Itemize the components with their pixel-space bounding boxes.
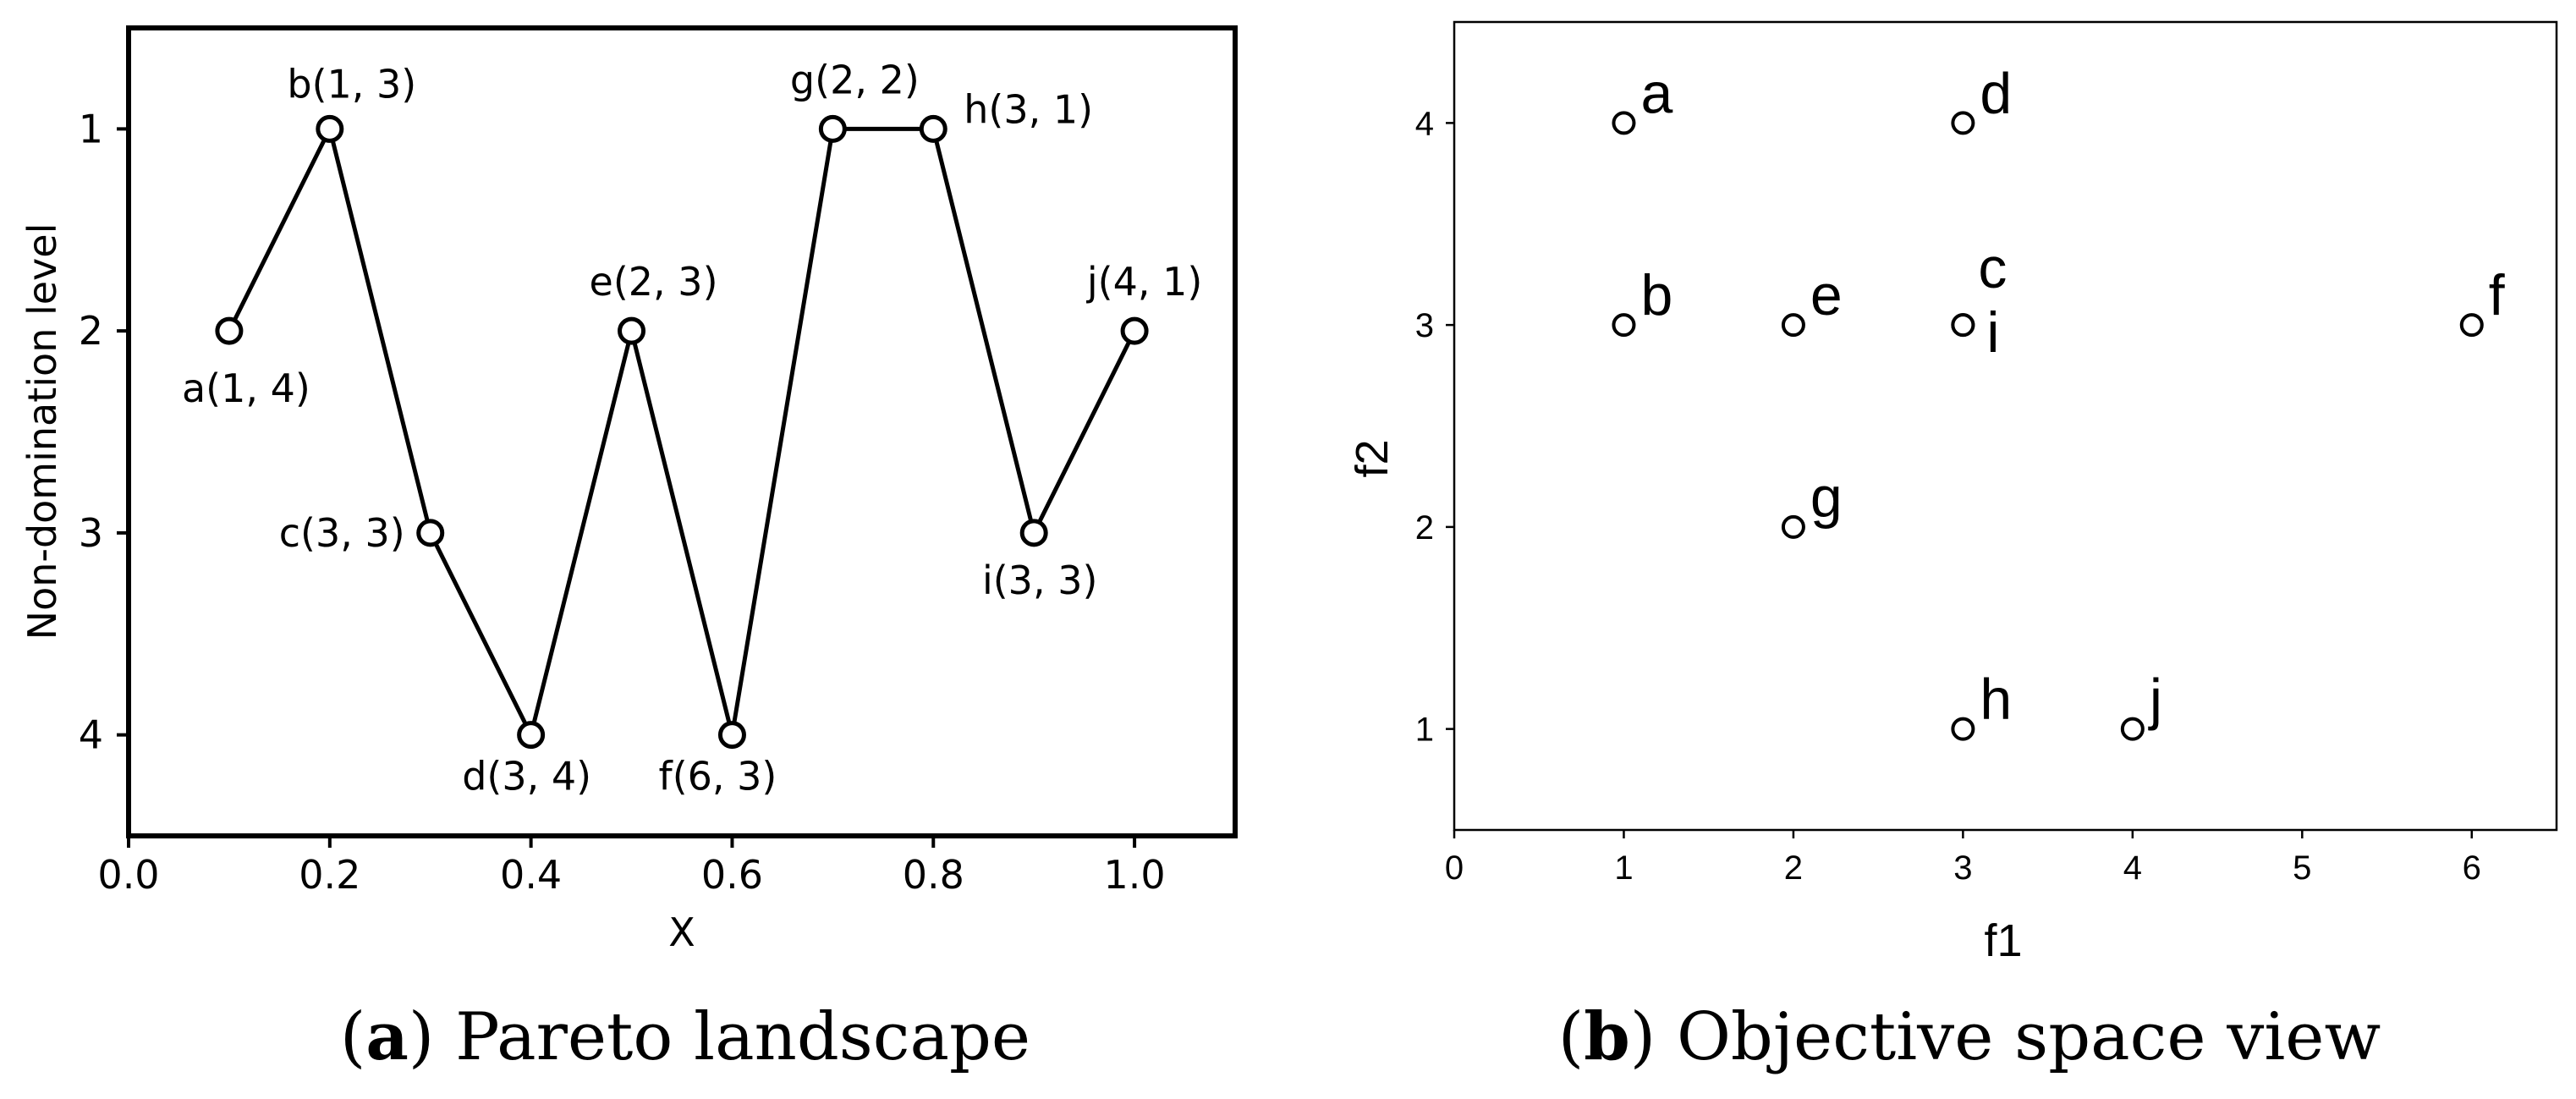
- panel-a-point-label: h(3, 1): [964, 86, 1093, 132]
- panel-b-point-label: j: [2148, 668, 2162, 732]
- panel-b-y-ticks: 1 2 3 4: [1415, 105, 1454, 749]
- panel-b-caption-text: Objective space view: [1677, 999, 2381, 1075]
- panel-a-point-marker: [1019, 519, 1048, 547]
- panel-a-point-label: d(3, 4): [462, 754, 591, 800]
- panel-b-point-marker: [1781, 313, 1805, 338]
- panel-b-point-label: f: [2489, 263, 2505, 327]
- panel-b-y-tick-label: 3: [1415, 307, 1434, 344]
- panel-b-point-marker: [2459, 313, 2484, 338]
- panel-a-point-marker: [1120, 316, 1149, 345]
- panel-b-x-tick-label: 6: [2463, 849, 2481, 887]
- panel-a-point-marker: [416, 519, 445, 547]
- panel-b-x-tick-label: 1: [1614, 849, 1633, 887]
- panel-b-x-tick-label: 4: [2123, 849, 2142, 887]
- panel-b-point-marker: [2120, 717, 2145, 741]
- panel-b-x-tick-label: 3: [1953, 849, 1972, 887]
- panel-a-point-label: f(6, 3): [659, 754, 777, 800]
- panel-a-point-label: b(1, 3): [287, 61, 416, 107]
- panel-b-point-labels: a b c d e f g h i j: [1640, 61, 2504, 731]
- panel-a-point-marker: [818, 114, 847, 143]
- panel-a-plot-frame: [126, 25, 1238, 838]
- panel-a-pareto-landscape: 0.0 0.2 0.4 0.6 0.8 1.0 1 2 3 4 a(1, 4) b(1, 3) c(…: [19, 25, 1238, 1075]
- panel-b-point-label: b: [1640, 263, 1672, 327]
- panel-a-x-tick-label: 0.8: [903, 852, 964, 898]
- panel-b-y-tick-label: 4: [1415, 105, 1434, 142]
- panel-b-point-marker: [1612, 313, 1636, 338]
- panel-b-point-marker: [1781, 514, 1805, 539]
- panel-a-point-marker: [215, 316, 244, 345]
- panel-b-point-marker: [1951, 313, 1975, 338]
- panel-a-point-label: i(3, 3): [982, 558, 1097, 603]
- panel-a-y-ticks: 1 2 3 4: [79, 106, 129, 758]
- panel-a-point-marker: [717, 721, 746, 750]
- panel-b-caption-letter: b: [1584, 998, 1630, 1075]
- panel-a-x-tick-label: 0.2: [299, 852, 360, 898]
- panel-b-x-tick-label: 2: [1784, 849, 1803, 887]
- panel-b-point-marker: [1951, 717, 1975, 741]
- panel-a-point-marker: [618, 316, 646, 345]
- panel-b-point-label: g: [1810, 465, 1843, 530]
- panel-a-point-label: c(3, 3): [279, 510, 405, 556]
- panel-a-series-line: [227, 126, 1137, 738]
- panel-b-points: [1612, 111, 2484, 741]
- panel-b-plot-frame: [1453, 20, 2558, 832]
- panel-a-point-marker: [919, 114, 947, 143]
- panel-a-x-tick-label: 0.4: [500, 852, 562, 898]
- panel-a-x-tick-label: 0.0: [97, 852, 159, 898]
- panel-a-caption-text: Pareto landscape: [455, 999, 1030, 1075]
- panel-b-point-label: c: [1978, 236, 2007, 300]
- panel-a-point-marker: [316, 114, 344, 143]
- panel-a-x-axis-label: X: [668, 909, 695, 955]
- panel-a-caption: (a) Pareto landscape: [340, 998, 1030, 1075]
- panel-b-y-axis-label: f2: [1347, 439, 1398, 477]
- panel-b-x-ticks: 0 1 2 3 4 5 6: [1445, 830, 2481, 887]
- panel-b-point-label: d: [1980, 61, 2012, 125]
- panel-a-x-tick-label: 1.0: [1104, 852, 1166, 898]
- panel-a-y-tick-label: 1: [79, 106, 103, 151]
- panel-a-y-tick-label: 3: [79, 510, 103, 556]
- panel-a-point-marker: [517, 721, 546, 750]
- panel-b-point-label: i: [1986, 300, 1999, 365]
- panel-b-caption: (b) Objective space view: [1558, 998, 2381, 1075]
- panel-a-caption-letter: a: [365, 998, 409, 1075]
- panel-b-x-tick-label: 5: [2293, 849, 2311, 887]
- panel-a-point-labels: a(1, 4) b(1, 3) c(3, 3) d(3, 4) e(2, 3) f(6, …: [182, 57, 1202, 799]
- panel-b-y-tick-label: 1: [1415, 712, 1434, 749]
- panel-a-y-tick-label: 2: [79, 308, 103, 354]
- panel-a-point-label: g(2, 2): [790, 57, 920, 102]
- panel-b-point-label: h: [1980, 668, 2012, 732]
- panel-a-y-axis-label: Non-domination level: [19, 223, 65, 640]
- panel-a-x-ticks: 0.0 0.2 0.4 0.6 0.8 1.0: [97, 836, 1166, 898]
- panel-b-point-marker: [1951, 111, 1975, 135]
- panel-a-y-tick-label: 4: [79, 712, 103, 758]
- panel-b-x-tick-label: 0: [1445, 849, 1464, 887]
- panel-b-x-axis-label: f1: [1984, 915, 2022, 966]
- panel-b-objective-space: 0 1 2 3 4 5 6 1 2 3 4 a b c d e f g h i j f1 f2 (b) Object…: [1347, 20, 2558, 1075]
- panel-b-point-marker: [1612, 111, 1636, 135]
- panel-a-point-label: a(1, 4): [182, 365, 310, 411]
- panel-a-point-label: e(2, 3): [590, 259, 718, 305]
- panel-a-point-label: j(4, 1): [1086, 259, 1202, 305]
- panel-a-x-tick-label: 0.6: [701, 852, 763, 898]
- panel-b-point-label: e: [1810, 263, 1843, 327]
- panel-b-point-label: a: [1640, 61, 1672, 125]
- panel-b-y-tick-label: 2: [1415, 509, 1434, 547]
- panel-a-points: [215, 114, 1149, 750]
